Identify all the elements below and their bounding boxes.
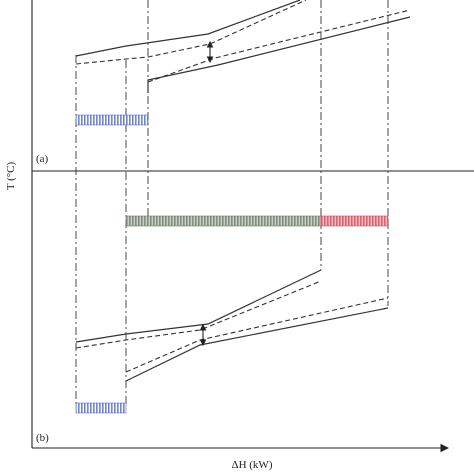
hot-composite-curve	[75, 269, 322, 343]
guide-lines	[75, 0, 389, 407]
shifted-hot-curve	[75, 280, 322, 349]
cold-composite-curve	[147, 16, 411, 93]
panel-b-label: (b)	[36, 432, 49, 444]
x-axis-label: ΔH (kW)	[232, 459, 273, 471]
cold-composite-curve	[125, 307, 389, 382]
y-axis-label: T (°C)	[5, 162, 17, 191]
panel-a-curves	[75, 0, 411, 93]
hot-composite-curve	[75, 0, 301, 57]
hot-utility-bar-gray	[125, 215, 322, 227]
cold-utility-bar-a	[75, 114, 149, 126]
shifted-hot-curve	[75, 0, 307, 65]
panel-b-curves	[75, 269, 389, 382]
panel-a-label: (a)	[36, 153, 49, 165]
hot-utility-bar-red	[320, 215, 389, 227]
cold-utility-bar-b	[75, 402, 127, 414]
